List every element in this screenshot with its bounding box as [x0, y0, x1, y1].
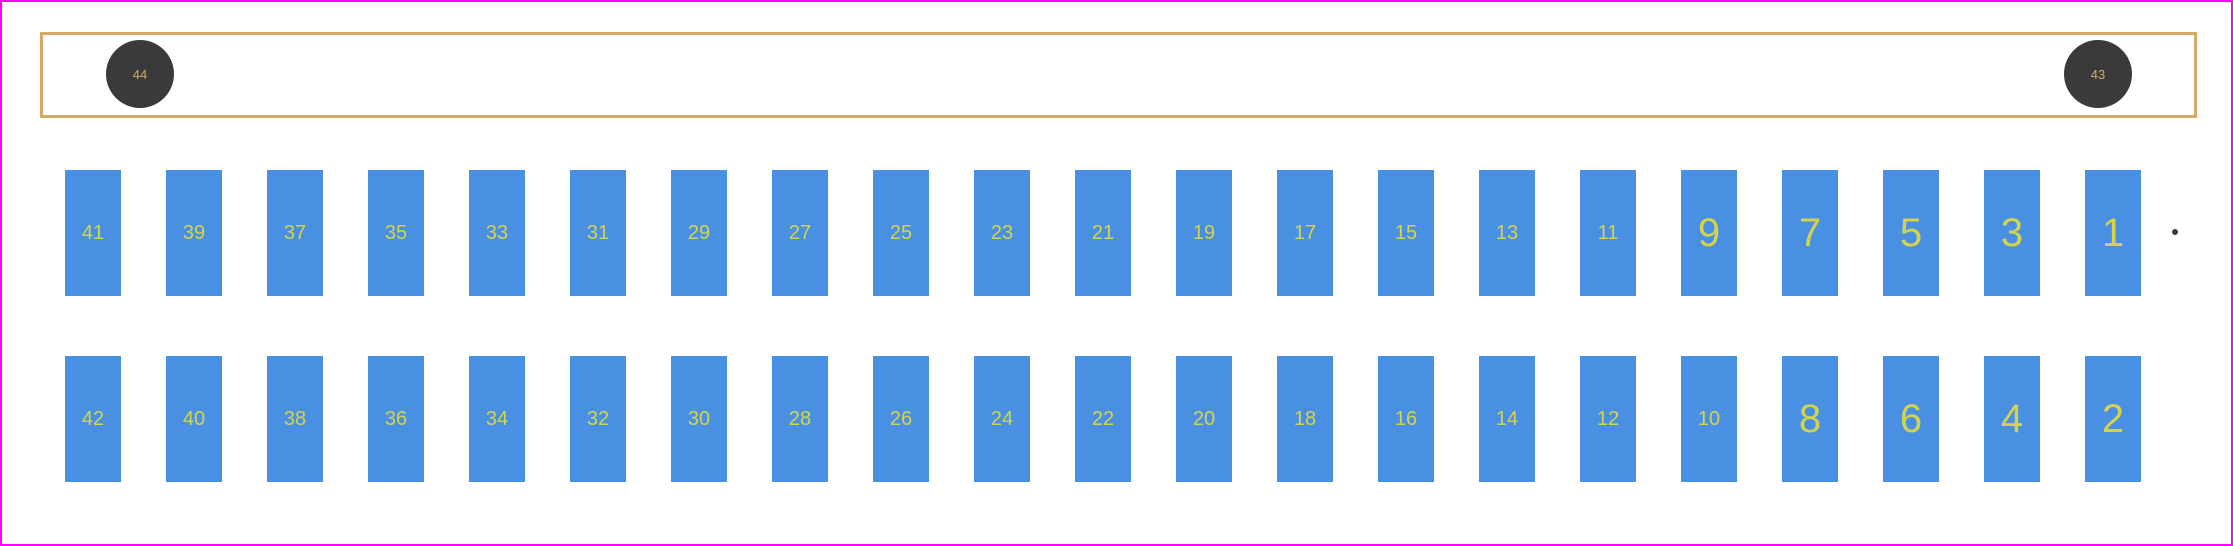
pad-label: 35 [385, 222, 407, 245]
pad-label: 7 [1799, 211, 1821, 256]
pad-label: 39 [183, 222, 205, 245]
pad-18: 18 [1277, 356, 1333, 482]
pad-11: 11 [1580, 170, 1636, 296]
pad-40: 40 [166, 356, 222, 482]
pad-label: 19 [1193, 222, 1215, 245]
pad-29: 29 [671, 170, 727, 296]
pad-5: 5 [1883, 170, 1939, 296]
pad-label: 40 [183, 408, 205, 431]
header-outline [40, 32, 2197, 118]
pad-27: 27 [772, 170, 828, 296]
pad-4: 4 [1984, 356, 2040, 482]
pad-22: 22 [1075, 356, 1131, 482]
pad-32: 32 [570, 356, 626, 482]
pad-label: 5 [1900, 211, 1922, 256]
pad-26: 26 [873, 356, 929, 482]
pad-24: 24 [974, 356, 1030, 482]
pad-label: 36 [385, 408, 407, 431]
pad-41: 41 [65, 170, 121, 296]
pad-label: 24 [991, 408, 1013, 431]
pad-label: 14 [1496, 408, 1518, 431]
pad-39: 39 [166, 170, 222, 296]
pad-label: 17 [1294, 222, 1316, 245]
pad-31: 31 [570, 170, 626, 296]
pad-6: 6 [1883, 356, 1939, 482]
pad-label: 18 [1294, 408, 1316, 431]
pad-label: 16 [1395, 408, 1417, 431]
pad-33: 33 [469, 170, 525, 296]
circle-pad-43: 43 [2064, 40, 2132, 108]
pad-7: 7 [1782, 170, 1838, 296]
pad-label: 10 [1698, 408, 1720, 431]
pad-label: 26 [890, 408, 912, 431]
pad-label: 1 [2102, 211, 2124, 256]
pad-label: 34 [486, 408, 508, 431]
pad-label: 8 [1799, 397, 1821, 442]
pad-label: 29 [688, 222, 710, 245]
pad-37: 37 [267, 170, 323, 296]
pad-12: 12 [1580, 356, 1636, 482]
pad-36: 36 [368, 356, 424, 482]
pin1-marker-dot [2172, 229, 2178, 235]
circle-pad-44: 44 [106, 40, 174, 108]
pad-label: 9 [1698, 211, 1720, 256]
pad-label: 42 [82, 408, 104, 431]
circle-pad-label: 43 [2091, 67, 2105, 82]
pad-35: 35 [368, 170, 424, 296]
pad-label: 15 [1395, 222, 1417, 245]
pad-label: 6 [1900, 397, 1922, 442]
pad-13: 13 [1479, 170, 1535, 296]
pad-label: 20 [1193, 408, 1215, 431]
pad-label: 11 [1598, 222, 1619, 245]
pad-16: 16 [1378, 356, 1434, 482]
pad-23: 23 [974, 170, 1030, 296]
pad-label: 41 [82, 222, 104, 245]
pad-28: 28 [772, 356, 828, 482]
circle-pad-label: 44 [133, 67, 147, 82]
pad-2: 2 [2085, 356, 2141, 482]
pad-17: 17 [1277, 170, 1333, 296]
pad-label: 13 [1496, 222, 1518, 245]
pad-14: 14 [1479, 356, 1535, 482]
pad-8: 8 [1782, 356, 1838, 482]
pad-label: 28 [789, 408, 811, 431]
pad-9: 9 [1681, 170, 1737, 296]
pad-label: 30 [688, 408, 710, 431]
pad-label: 37 [284, 222, 306, 245]
pad-label: 3 [2001, 211, 2023, 256]
pad-21: 21 [1075, 170, 1131, 296]
pad-label: 21 [1092, 222, 1114, 245]
pad-label: 4 [2001, 397, 2023, 442]
pad-42: 42 [65, 356, 121, 482]
pad-10: 10 [1681, 356, 1737, 482]
pad-label: 23 [991, 222, 1013, 245]
pad-34: 34 [469, 356, 525, 482]
pad-label: 22 [1092, 408, 1114, 431]
pad-3: 3 [1984, 170, 2040, 296]
pad-1: 1 [2085, 170, 2141, 296]
pad-label: 33 [486, 222, 508, 245]
pad-38: 38 [267, 356, 323, 482]
pad-25: 25 [873, 170, 929, 296]
pad-label: 38 [284, 408, 306, 431]
pad-20: 20 [1176, 356, 1232, 482]
pad-label: 27 [789, 222, 811, 245]
pad-label: 2 [2102, 397, 2124, 442]
footprint-canvas: 4443413937353331292725232119171513119753… [0, 0, 2233, 546]
pad-label: 12 [1597, 408, 1619, 431]
pad-30: 30 [671, 356, 727, 482]
pad-label: 32 [587, 408, 609, 431]
pad-label: 31 [587, 222, 609, 245]
pad-19: 19 [1176, 170, 1232, 296]
pad-15: 15 [1378, 170, 1434, 296]
pad-label: 25 [890, 222, 912, 245]
